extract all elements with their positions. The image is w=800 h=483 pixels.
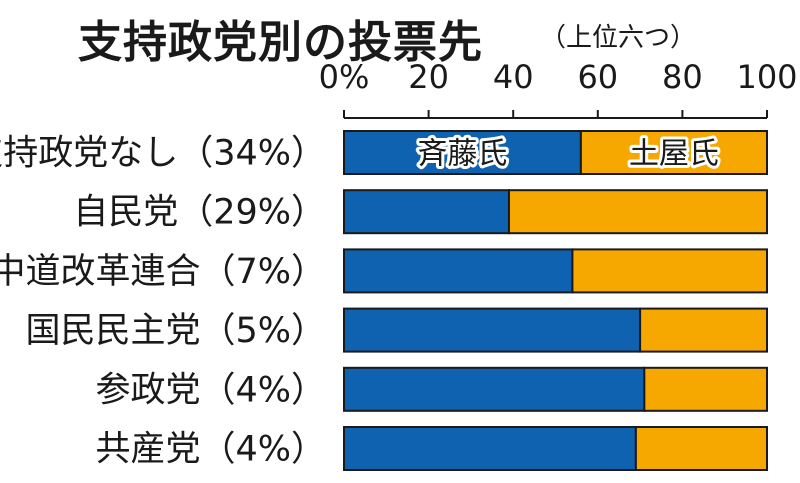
bar-segment-saito [343,248,574,294]
chart-title: 支持政党別の投票先 [78,17,483,68]
bar-segment-saito [343,366,646,412]
bar-segment-saito [343,426,637,471]
bar-segment-tsuchiya [639,307,768,353]
bar-segment-tsuchiya [643,366,769,412]
x-tick-label: 20 [408,58,449,96]
category-label: 自民党（29%） [73,193,326,233]
bar-segment-tsuchiya [579,130,768,175]
x-tick-label: 40 [493,58,534,96]
category-label: 国民民主党（5%） [25,311,326,351]
bar-segment-tsuchiya [571,248,768,294]
series-label: 土屋氏 [629,137,719,172]
x-tick-label: 60 [577,58,618,96]
category-label: 参政党（4%） [95,370,326,410]
bar-segment-saito [343,307,642,353]
bar-segment-tsuchiya [507,189,768,235]
x-tick-label: 0% [319,58,370,96]
chart-subtitle: （上位六つ） [540,23,697,53]
bar-segment-saito [343,189,510,235]
category-label: 共産党（4%） [95,430,326,470]
bar-segment-tsuchiya [634,426,768,471]
category-label: 支持政党なし（34%） [0,134,326,174]
x-tick-label: 100 [736,58,797,96]
category-label: 中道改革連合（7%） [0,252,326,292]
series-label: 斉藤氏 [417,137,507,172]
x-tick-label: 80 [662,58,703,96]
